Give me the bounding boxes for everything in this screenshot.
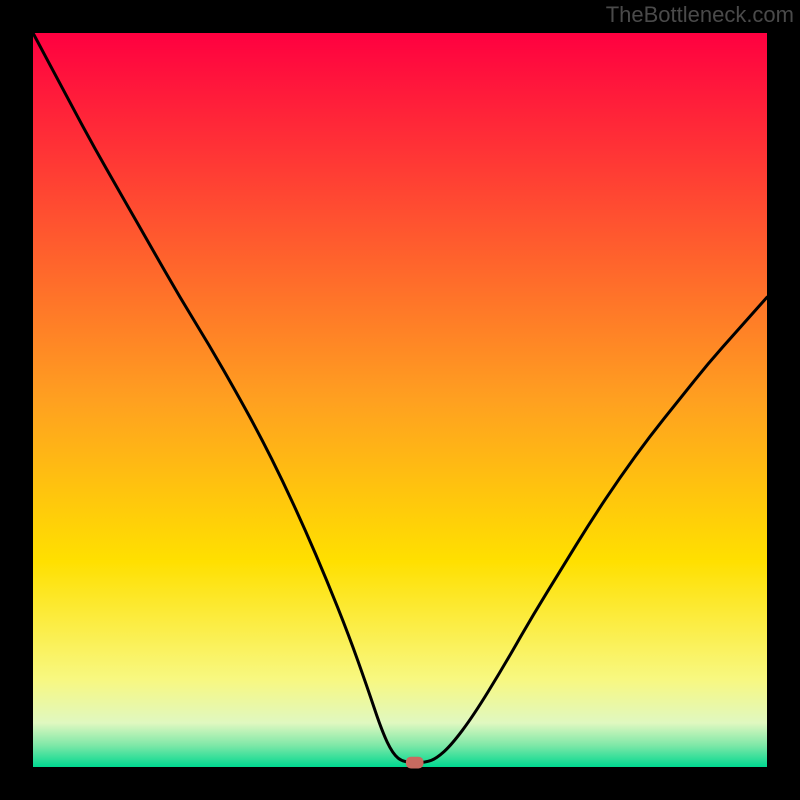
optimal-point-marker [406,757,424,769]
chart-container: TheBottleneck.com [0,0,800,800]
bottleneck-curve [33,33,767,763]
chart-overlay-svg [0,0,800,800]
attribution-label: TheBottleneck.com [606,2,794,28]
